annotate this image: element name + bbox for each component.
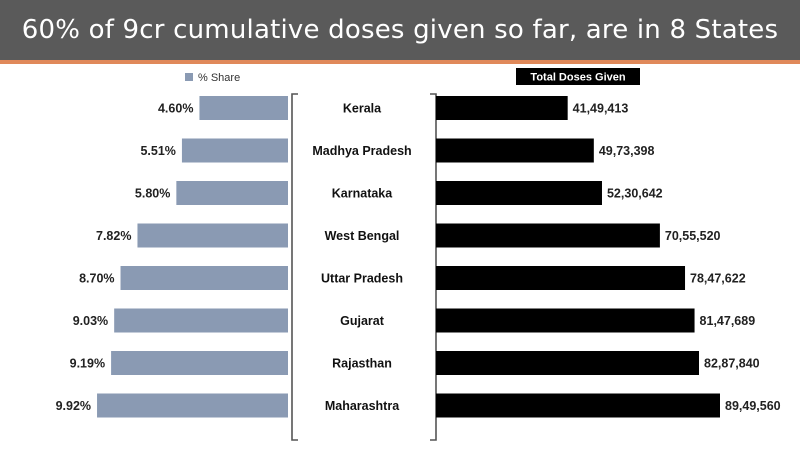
share-label-karnataka: 5.80%	[135, 187, 170, 201]
category-label-rajasthan: Rajasthan	[332, 357, 392, 371]
doses-label-gujarat: 81,47,689	[700, 314, 756, 328]
share-label-west-bengal: 7.82%	[96, 229, 131, 243]
category-label-gujarat: Gujarat	[340, 314, 385, 328]
category-label-madhya-pradesh: Madhya Pradesh	[312, 144, 411, 158]
category-label-uttar-pradesh: Uttar Pradesh	[321, 272, 403, 286]
share-bar-uttar-pradesh	[120, 266, 289, 290]
share-label-kerala: 4.60%	[158, 102, 193, 116]
share-label-madhya-pradesh: 5.51%	[140, 144, 175, 158]
category-label-west-bengal: West Bengal	[325, 229, 400, 243]
share-label-gujarat: 9.03%	[73, 314, 108, 328]
slide-header: 60% of 9cr cumulative doses given so far…	[0, 0, 800, 64]
legend-box-doses	[516, 68, 640, 85]
doses-bar-madhya-pradesh	[436, 138, 594, 163]
doses-bar-west-bengal	[436, 223, 660, 248]
share-bar-maharashtra	[97, 393, 288, 418]
doses-label-rajasthan: 82,87,840	[704, 357, 760, 371]
right-bracket	[430, 93, 437, 441]
category-label-karnataka: Karnataka	[332, 187, 393, 201]
share-label-maharashtra: 9.92%	[56, 399, 91, 413]
share-bar-kerala	[199, 96, 288, 120]
doses-bar-rajasthan	[436, 351, 700, 375]
left-bracket	[291, 93, 298, 441]
doses-label-uttar-pradesh: 78,47,622	[690, 272, 746, 286]
legend-label-doses: Total Doses Given	[530, 72, 625, 84]
doses-label-karnataka: 52,30,642	[607, 187, 663, 201]
category-label-kerala: Kerala	[343, 102, 382, 116]
legend-swatch-share	[185, 73, 193, 81]
share-bar-west-bengal	[137, 223, 288, 248]
doses-bar-maharashtra	[436, 393, 720, 418]
doses-label-maharashtra: 89,49,560	[725, 399, 781, 413]
share-label-uttar-pradesh: 8.70%	[79, 272, 114, 286]
doses-bar-kerala	[436, 96, 568, 120]
share-bar-karnataka	[176, 181, 288, 205]
share-bar-rajasthan	[111, 351, 288, 375]
share-label-rajasthan: 9.19%	[70, 357, 105, 371]
legend-label-share: % Share	[198, 72, 240, 84]
doses-bar-karnataka	[436, 181, 602, 205]
chart-area: % Share Total Doses Given 4.60% Kerala 41,49…	[56, 68, 781, 441]
doses-bar-gujarat	[436, 308, 695, 333]
doses-label-madhya-pradesh: 49,73,398	[599, 144, 655, 158]
category-label-maharashtra: Maharashtra	[325, 399, 400, 413]
doses-label-kerala: 41,49,413	[573, 102, 629, 116]
doses-bar-uttar-pradesh	[436, 266, 686, 290]
share-bar-gujarat	[114, 308, 288, 333]
doses-label-west-bengal: 70,55,520	[665, 229, 721, 243]
share-bar-madhya-pradesh	[181, 138, 288, 163]
slide-title: 60% of 9cr cumulative doses given so far…	[21, 15, 779, 45]
